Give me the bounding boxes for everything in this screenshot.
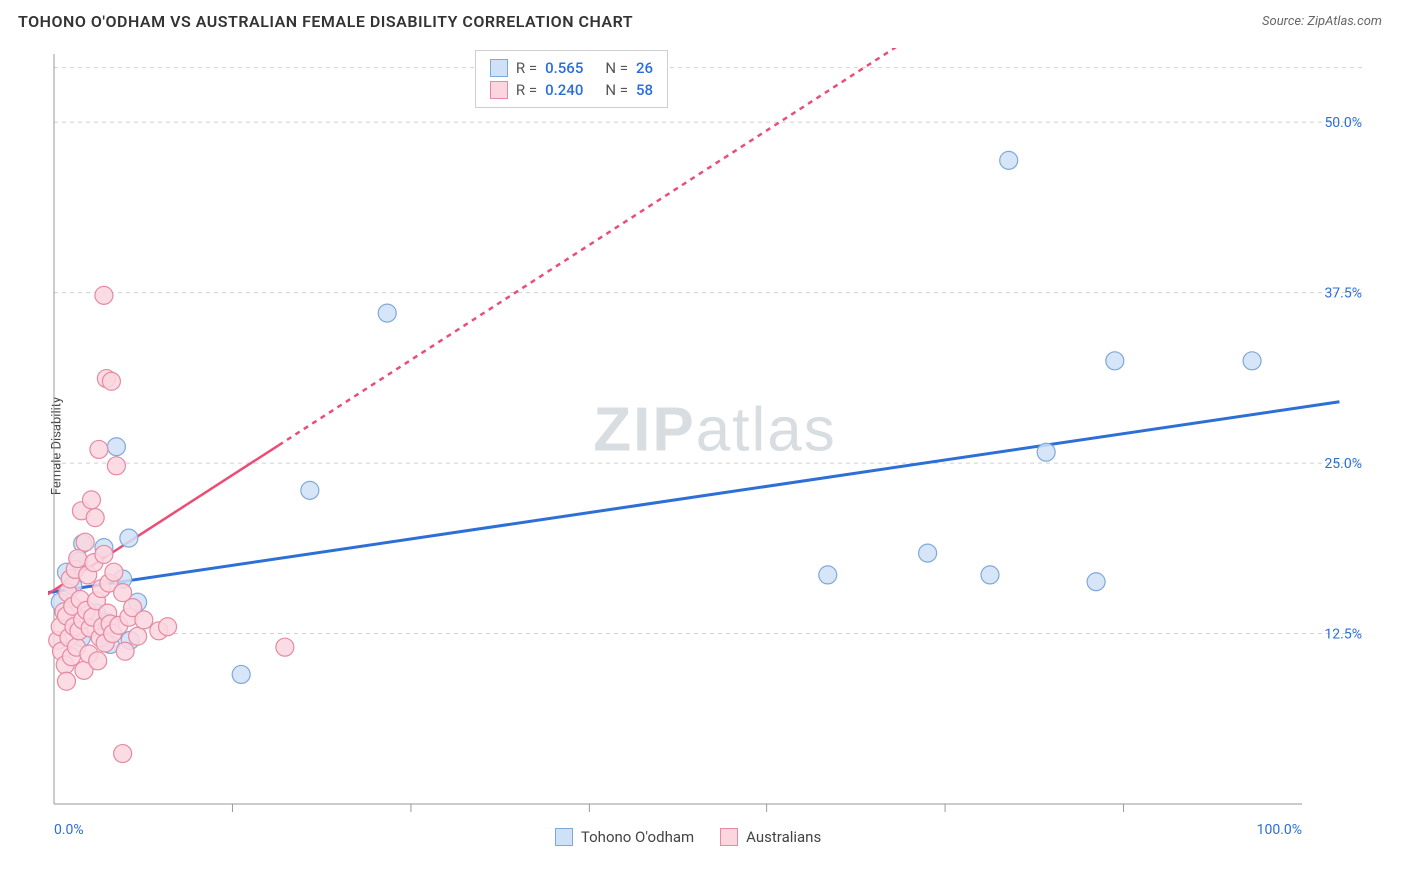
data-point-tohono: [232, 665, 250, 683]
data-point-australians: [129, 627, 147, 645]
series-legend-item-australians: Australians: [720, 828, 821, 846]
data-point-australians: [86, 509, 104, 527]
data-point-australians: [95, 545, 113, 563]
legend-row-australians: R = 0.240 N = 58: [490, 79, 653, 101]
data-point-australians: [135, 611, 153, 629]
data-point-australians: [102, 372, 120, 390]
legend-n-value: 58: [636, 79, 653, 101]
data-point-australians: [95, 286, 113, 304]
data-point-tohono: [1087, 573, 1105, 591]
data-point-tohono: [107, 438, 125, 456]
legend-r-label: R =: [516, 57, 537, 79]
legend-r-label: R =: [516, 79, 537, 101]
data-point-australians: [116, 642, 134, 660]
correlation-legend: R = 0.565 N = 26 R = 0.240 N = 58: [475, 50, 668, 108]
legend-n-label: N =: [605, 79, 628, 101]
series-swatch-tohono: [555, 828, 573, 846]
data-point-australians: [90, 440, 108, 458]
data-point-tohono: [919, 544, 937, 562]
y-tick-label: 12.5%: [1324, 627, 1362, 643]
data-point-tohono: [120, 529, 138, 547]
scatter-plot: 12.5% 25.0% 37.5% 50.0% 0.0% 100.0%: [48, 48, 1382, 844]
data-point-australians: [82, 491, 100, 509]
legend-row-tohono: R = 0.565 N = 26: [490, 57, 653, 79]
legend-r-value: 0.565: [545, 57, 583, 79]
data-point-tohono: [1106, 352, 1124, 370]
y-tick-label: 50.0%: [1324, 115, 1362, 131]
data-point-australians: [159, 618, 177, 636]
x-tick-label: 100.0%: [1257, 822, 1302, 838]
data-point-tohono: [1037, 443, 1055, 461]
y-tick-label: 37.5%: [1324, 286, 1362, 302]
header: TOHONO O'ODHAM VS AUSTRALIAN FEMALE DISA…: [0, 0, 1406, 39]
legend-n-label: N =: [605, 57, 628, 79]
data-point-australians: [114, 745, 132, 763]
chart-area: ZIPatlas 12.5%25.0%37.5%50.0%0.0%100.0% …: [48, 48, 1382, 844]
data-point-tohono: [378, 304, 396, 322]
data-point-australians: [57, 672, 75, 690]
x-tick-label: 0.0%: [54, 822, 84, 838]
data-point-australians: [107, 457, 125, 475]
chart-title: TOHONO O'ODHAM VS AUSTRALIAN FEMALE DISA…: [18, 12, 633, 31]
data-point-australians: [69, 550, 87, 568]
legend-n-value: 26: [636, 57, 653, 79]
legend-r-value: 0.240: [545, 79, 583, 101]
data-point-australians: [89, 652, 107, 670]
legend-swatch-australians: [490, 81, 508, 99]
series-name-label: Tohono O'odham: [581, 828, 694, 846]
data-point-tohono: [301, 481, 319, 499]
data-point-australians: [105, 563, 123, 581]
data-point-tohono: [981, 566, 999, 584]
legend-swatch-tohono: [490, 59, 508, 77]
data-point-tohono: [819, 566, 837, 584]
series-legend: Tohono O'odham Australians: [555, 828, 821, 846]
y-tick-label: 25.0%: [1324, 456, 1362, 472]
series-legend-item-tohono: Tohono O'odham: [555, 828, 694, 846]
data-point-tohono: [1000, 151, 1018, 169]
data-point-tohono: [1243, 352, 1261, 370]
data-point-australians: [76, 533, 94, 551]
data-point-australians: [276, 638, 294, 656]
series-name-label: Australians: [746, 828, 821, 846]
source-credit: Source: ZipAtlas.com: [1262, 14, 1382, 29]
series-swatch-australians: [720, 828, 738, 846]
